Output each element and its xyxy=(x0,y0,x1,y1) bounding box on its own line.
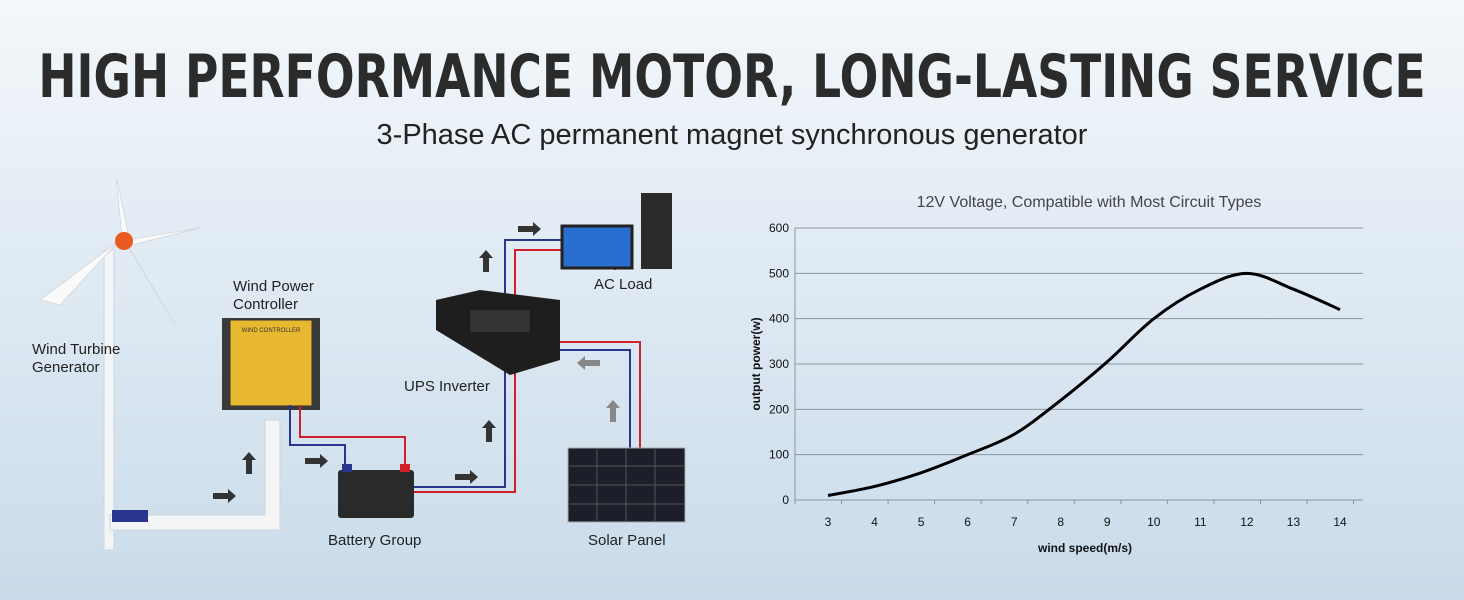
solar-panel-illustration xyxy=(567,447,686,523)
page-title: HIGH PERFORMANCE MOTOR, LONG-LASTING SER… xyxy=(38,42,1426,112)
flow-arrows xyxy=(213,222,620,503)
x-tick-label: 7 xyxy=(1011,515,1018,529)
label-controller: Wind Power Controller xyxy=(233,278,314,313)
x-tick-label: 14 xyxy=(1333,515,1347,529)
label-ac-load: AC Load xyxy=(594,276,653,293)
x-tick-label: 3 xyxy=(825,515,832,529)
label-wind-turbine: Wind Turbine Generator xyxy=(32,341,121,376)
label-battery: Battery Group xyxy=(328,532,422,549)
x-tick-label: 12 xyxy=(1240,515,1254,529)
x-tick-label: 4 xyxy=(871,515,878,529)
inverter-illustration xyxy=(436,290,560,375)
x-tick-label: 10 xyxy=(1147,515,1161,529)
x-tick-label: 9 xyxy=(1104,515,1111,529)
label-inverter: UPS Inverter xyxy=(404,378,490,395)
x-tick-label: 11 xyxy=(1194,515,1207,529)
chart-title: 12V Voltage, Compatible with Most Circui… xyxy=(917,194,1262,211)
y-tick-label: 300 xyxy=(769,357,789,371)
wind-controller-illustration: WIND CONTROLLER xyxy=(222,318,320,410)
controller-face-text: WIND CONTROLLER xyxy=(242,328,301,334)
ac-load-illustration xyxy=(560,193,672,270)
y-tick-label: 200 xyxy=(769,402,789,416)
series-line xyxy=(827,271,1341,497)
y-tick-label: 600 xyxy=(769,221,789,235)
y-tick-label: 400 xyxy=(769,312,789,326)
x-tick-label: 8 xyxy=(1057,515,1064,529)
page-subtitle: 3-Phase AC permanent magnet synchronous … xyxy=(376,119,1088,151)
y-tick-label: 500 xyxy=(769,266,789,280)
x-tick-label: 13 xyxy=(1287,515,1301,529)
x-tick-label: 6 xyxy=(964,515,971,529)
wind-turbine-illustration xyxy=(38,180,281,551)
x-tick-label: 5 xyxy=(918,515,925,529)
y-tick-label: 0 xyxy=(782,493,789,507)
system-diagram: WIND CONTROLLER xyxy=(38,180,686,551)
y-tick-label: 100 xyxy=(769,448,789,462)
y-axis-label: output power(w) xyxy=(749,317,763,410)
label-solar: Solar Panel xyxy=(588,532,666,549)
battery-illustration xyxy=(338,464,414,518)
x-axis-label: wind speed(m/s) xyxy=(1037,541,1132,555)
